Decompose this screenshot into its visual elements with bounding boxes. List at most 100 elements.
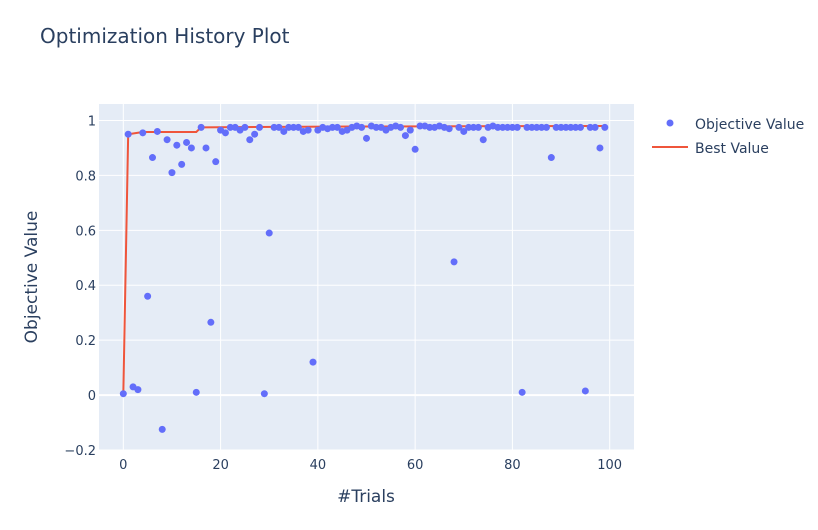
objective-point[interactable] [139, 129, 147, 137]
objective-point[interactable] [586, 123, 594, 131]
objective-point[interactable] [207, 318, 215, 326]
objective-point[interactable] [508, 123, 516, 131]
grid-lines [99, 104, 634, 451]
objective-point[interactable] [173, 141, 181, 149]
objective-point[interactable] [192, 388, 200, 396]
objective-point[interactable] [202, 144, 210, 152]
objective-point[interactable] [547, 154, 555, 162]
objective-point[interactable] [275, 123, 283, 131]
y-tick-label: 0.8 [75, 169, 96, 184]
objective-point[interactable] [251, 130, 259, 138]
legend[interactable]: Objective Value Best Value [652, 117, 804, 157]
objective-point[interactable] [479, 136, 487, 144]
objective-point[interactable] [581, 387, 589, 395]
objective-point[interactable] [552, 123, 560, 131]
objective-point[interactable] [270, 123, 278, 131]
objective-point[interactable] [328, 123, 336, 131]
objective-point[interactable] [304, 126, 312, 134]
objective-point[interactable] [499, 123, 507, 131]
objective-point[interactable] [265, 229, 273, 237]
objective-point[interactable] [246, 136, 254, 144]
objective-point[interactable] [538, 123, 546, 131]
objective-point[interactable] [455, 123, 463, 131]
objective-point[interactable] [358, 123, 366, 131]
objective-point[interactable] [144, 292, 152, 300]
objective-point[interactable] [119, 390, 127, 398]
y-tick-label: 0.6 [75, 224, 96, 239]
chart-title: Optimization History Plot [40, 24, 290, 48]
plot-area [99, 104, 634, 450]
objective-point[interactable] [212, 158, 220, 166]
y-tick-label: 0.4 [75, 279, 96, 294]
objective-point[interactable] [280, 127, 288, 135]
objective-point[interactable] [470, 123, 477, 131]
legend-label-objective: Objective Value [695, 117, 804, 133]
objective-point[interactable] [163, 136, 171, 144]
objective-point[interactable] [134, 386, 142, 394]
objective-point[interactable] [285, 123, 293, 131]
x-tick-label: 40 [310, 458, 327, 473]
objective-point[interactable] [187, 144, 195, 152]
x-tick-label: 100 [597, 458, 622, 473]
objective-point[interactable] [124, 130, 132, 138]
y-axis-title: Objective Value [22, 211, 42, 344]
objective-point[interactable] [450, 258, 458, 266]
objective-point[interactable] [504, 123, 512, 131]
objective-point[interactable] [596, 144, 604, 152]
objective-point[interactable] [333, 123, 341, 131]
objective-point[interactable] [494, 123, 502, 131]
objective-point[interactable] [528, 123, 536, 131]
x-tick-label: 20 [212, 458, 229, 473]
objective-point[interactable] [411, 145, 419, 153]
y-tick-label: 0 [88, 389, 96, 404]
objective-point[interactable] [226, 123, 234, 131]
objective-point[interactable] [523, 123, 531, 131]
objective-point[interactable] [567, 123, 575, 131]
objective-point[interactable] [197, 123, 205, 131]
objective-point[interactable] [401, 132, 409, 140]
objective-point[interactable] [518, 388, 526, 396]
objective-point[interactable] [294, 123, 302, 131]
objective-point[interactable] [562, 123, 570, 131]
objective-point[interactable] [290, 123, 298, 131]
objective-point[interactable] [465, 123, 473, 131]
objective-point[interactable] [577, 123, 584, 131]
objective-point[interactable] [372, 123, 380, 131]
objective-point[interactable] [149, 154, 156, 162]
objective-point[interactable] [178, 160, 186, 168]
y-tick-label: 1 [88, 114, 96, 129]
objective-point[interactable] [183, 138, 191, 146]
objective-point[interactable] [445, 125, 453, 133]
y-tick-label: −0.2 [64, 444, 96, 459]
objective-point[interactable] [533, 123, 541, 131]
legend-label-best: Best Value [695, 141, 769, 157]
x-tick-label: 80 [504, 458, 521, 473]
objective-point[interactable] [601, 123, 609, 131]
series-layer [119, 122, 609, 433]
objective-point[interactable] [397, 123, 405, 131]
objective-point[interactable] [591, 123, 599, 131]
objective-point[interactable] [416, 122, 424, 130]
objective-point[interactable] [241, 123, 249, 131]
objective-point[interactable] [557, 123, 565, 131]
objective-point[interactable] [221, 129, 229, 137]
objective-point[interactable] [542, 123, 550, 131]
objective-point[interactable] [406, 126, 414, 134]
objective-point[interactable] [260, 390, 268, 398]
objective-point[interactable] [426, 123, 434, 131]
objective-point[interactable] [460, 127, 468, 135]
y-tick-label: 0.2 [75, 334, 96, 349]
objective-point[interactable] [153, 127, 161, 135]
objective-point[interactable] [474, 123, 482, 131]
objective-point[interactable] [158, 425, 166, 433]
x-axis-title: #Trials [337, 487, 395, 507]
objective-point[interactable] [513, 123, 521, 131]
objective-point[interactable] [256, 123, 263, 131]
objective-point[interactable] [309, 358, 317, 366]
x-tick-label: 0 [119, 458, 127, 473]
objective-point[interactable] [363, 134, 370, 142]
x-tick-label: 60 [407, 458, 424, 473]
objective-point[interactable] [572, 123, 580, 131]
objective-point[interactable] [168, 169, 176, 177]
